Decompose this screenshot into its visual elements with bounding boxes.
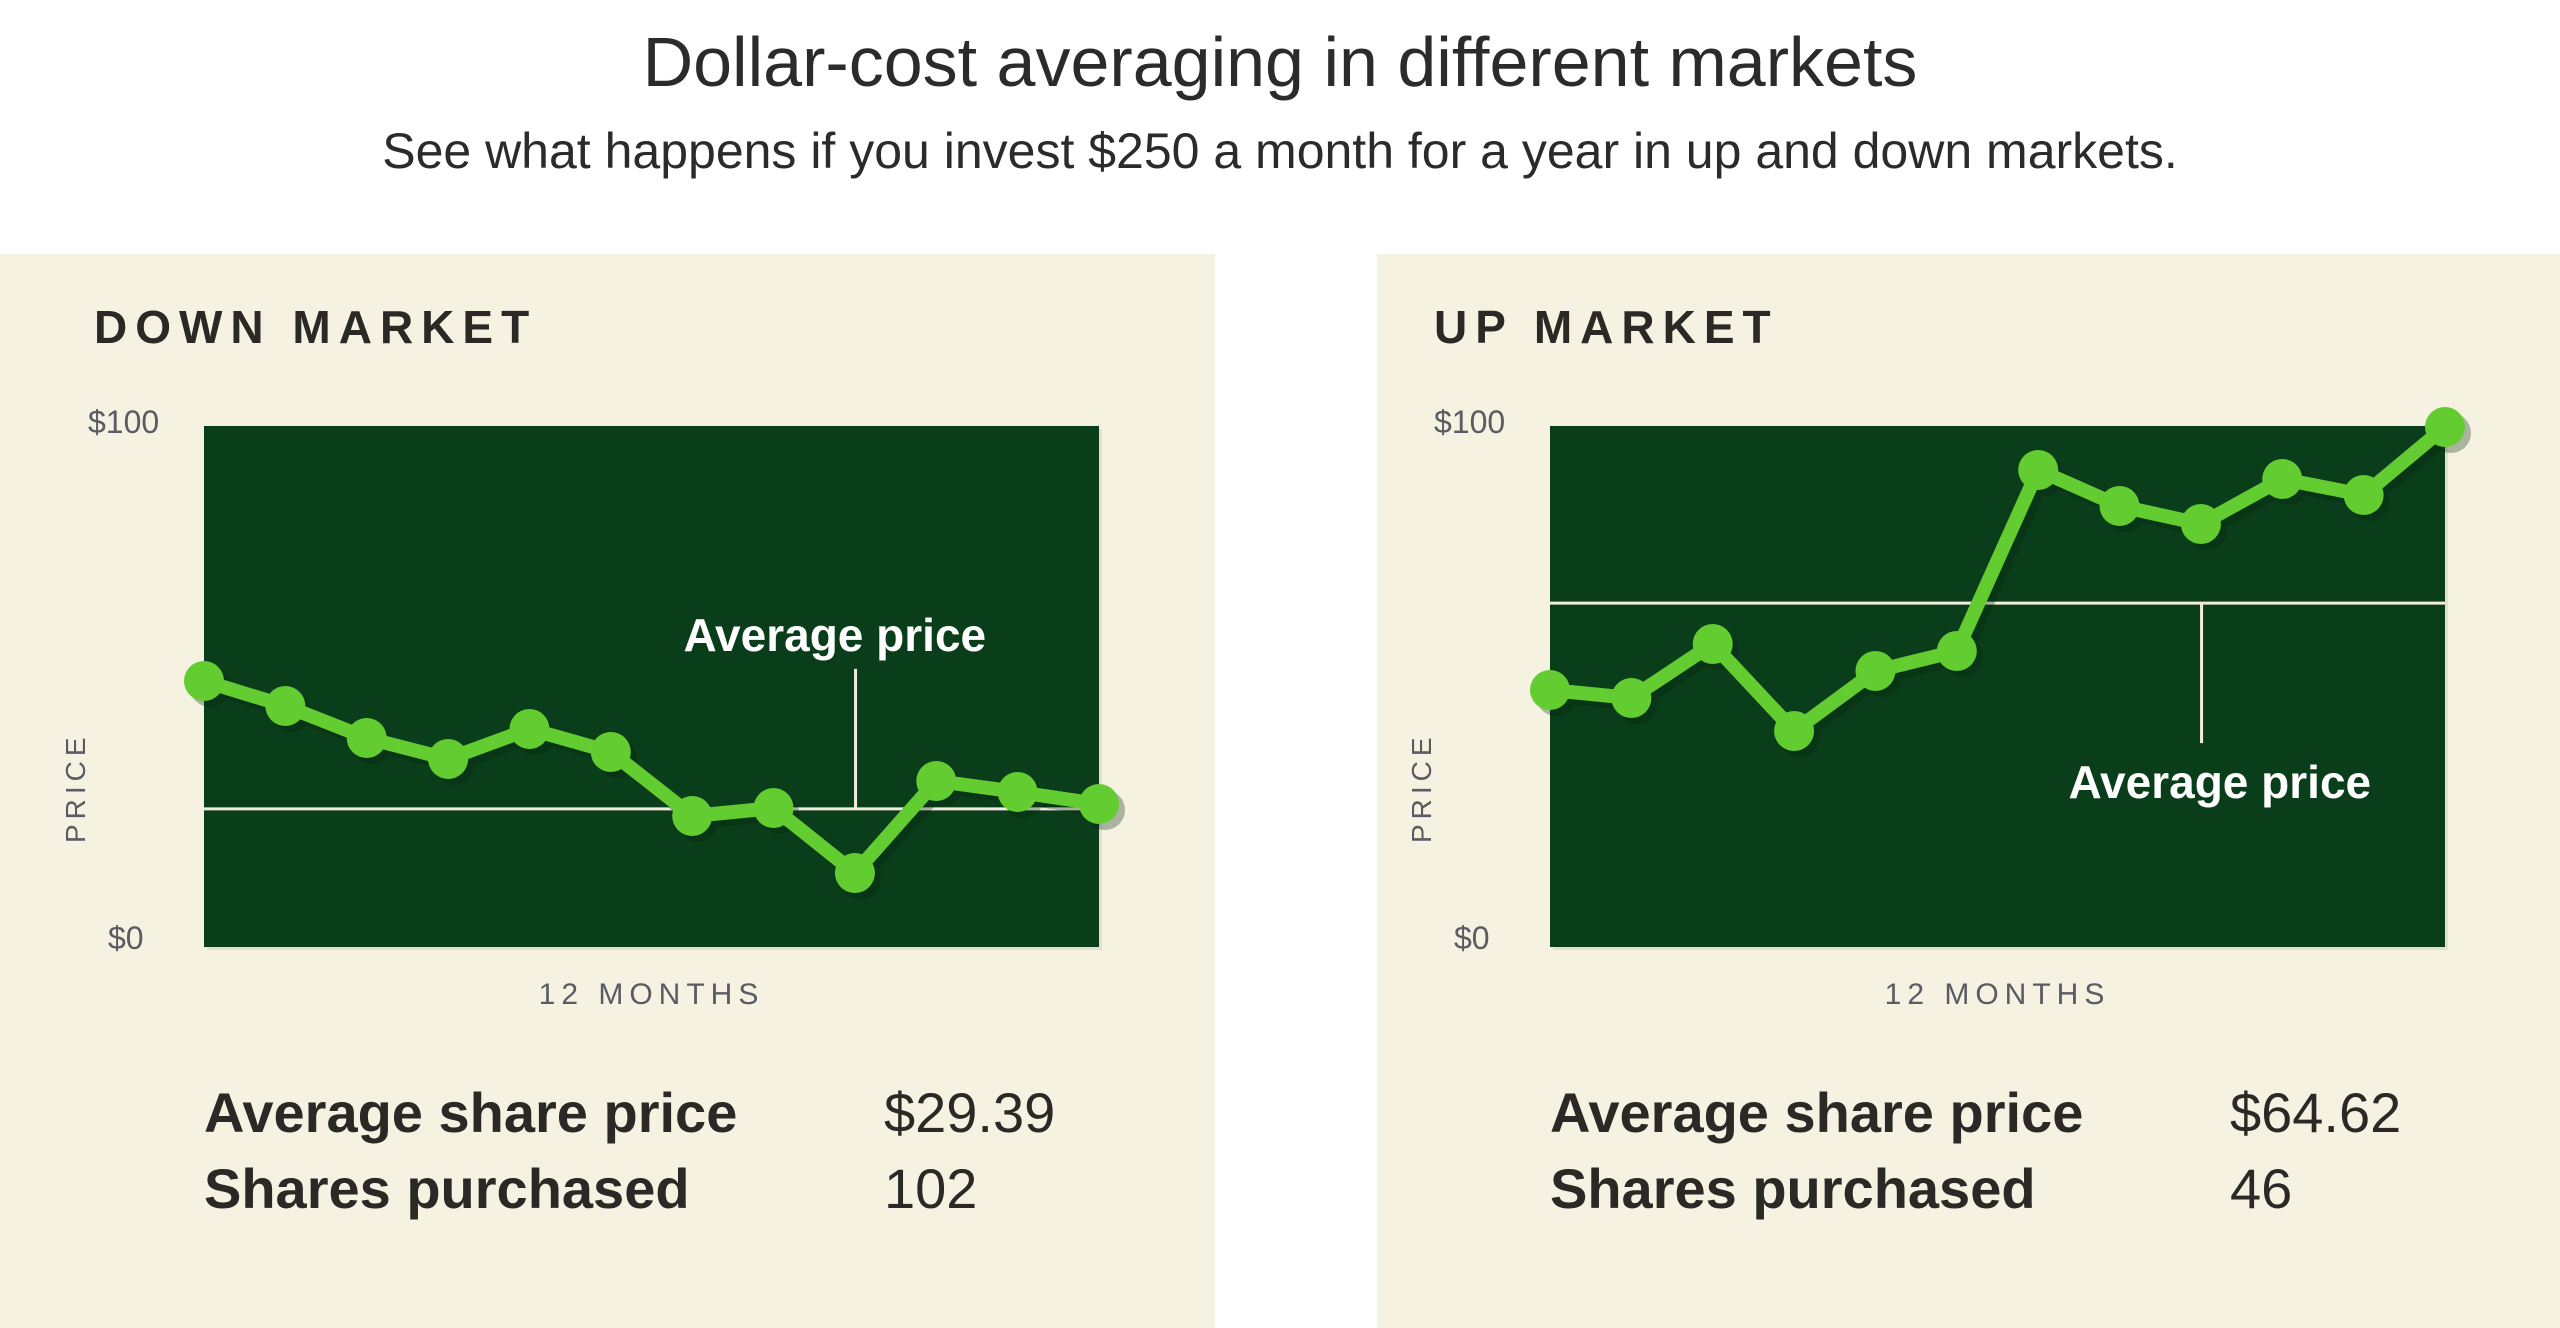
svg-text:Average price: Average price <box>2069 756 2372 808</box>
